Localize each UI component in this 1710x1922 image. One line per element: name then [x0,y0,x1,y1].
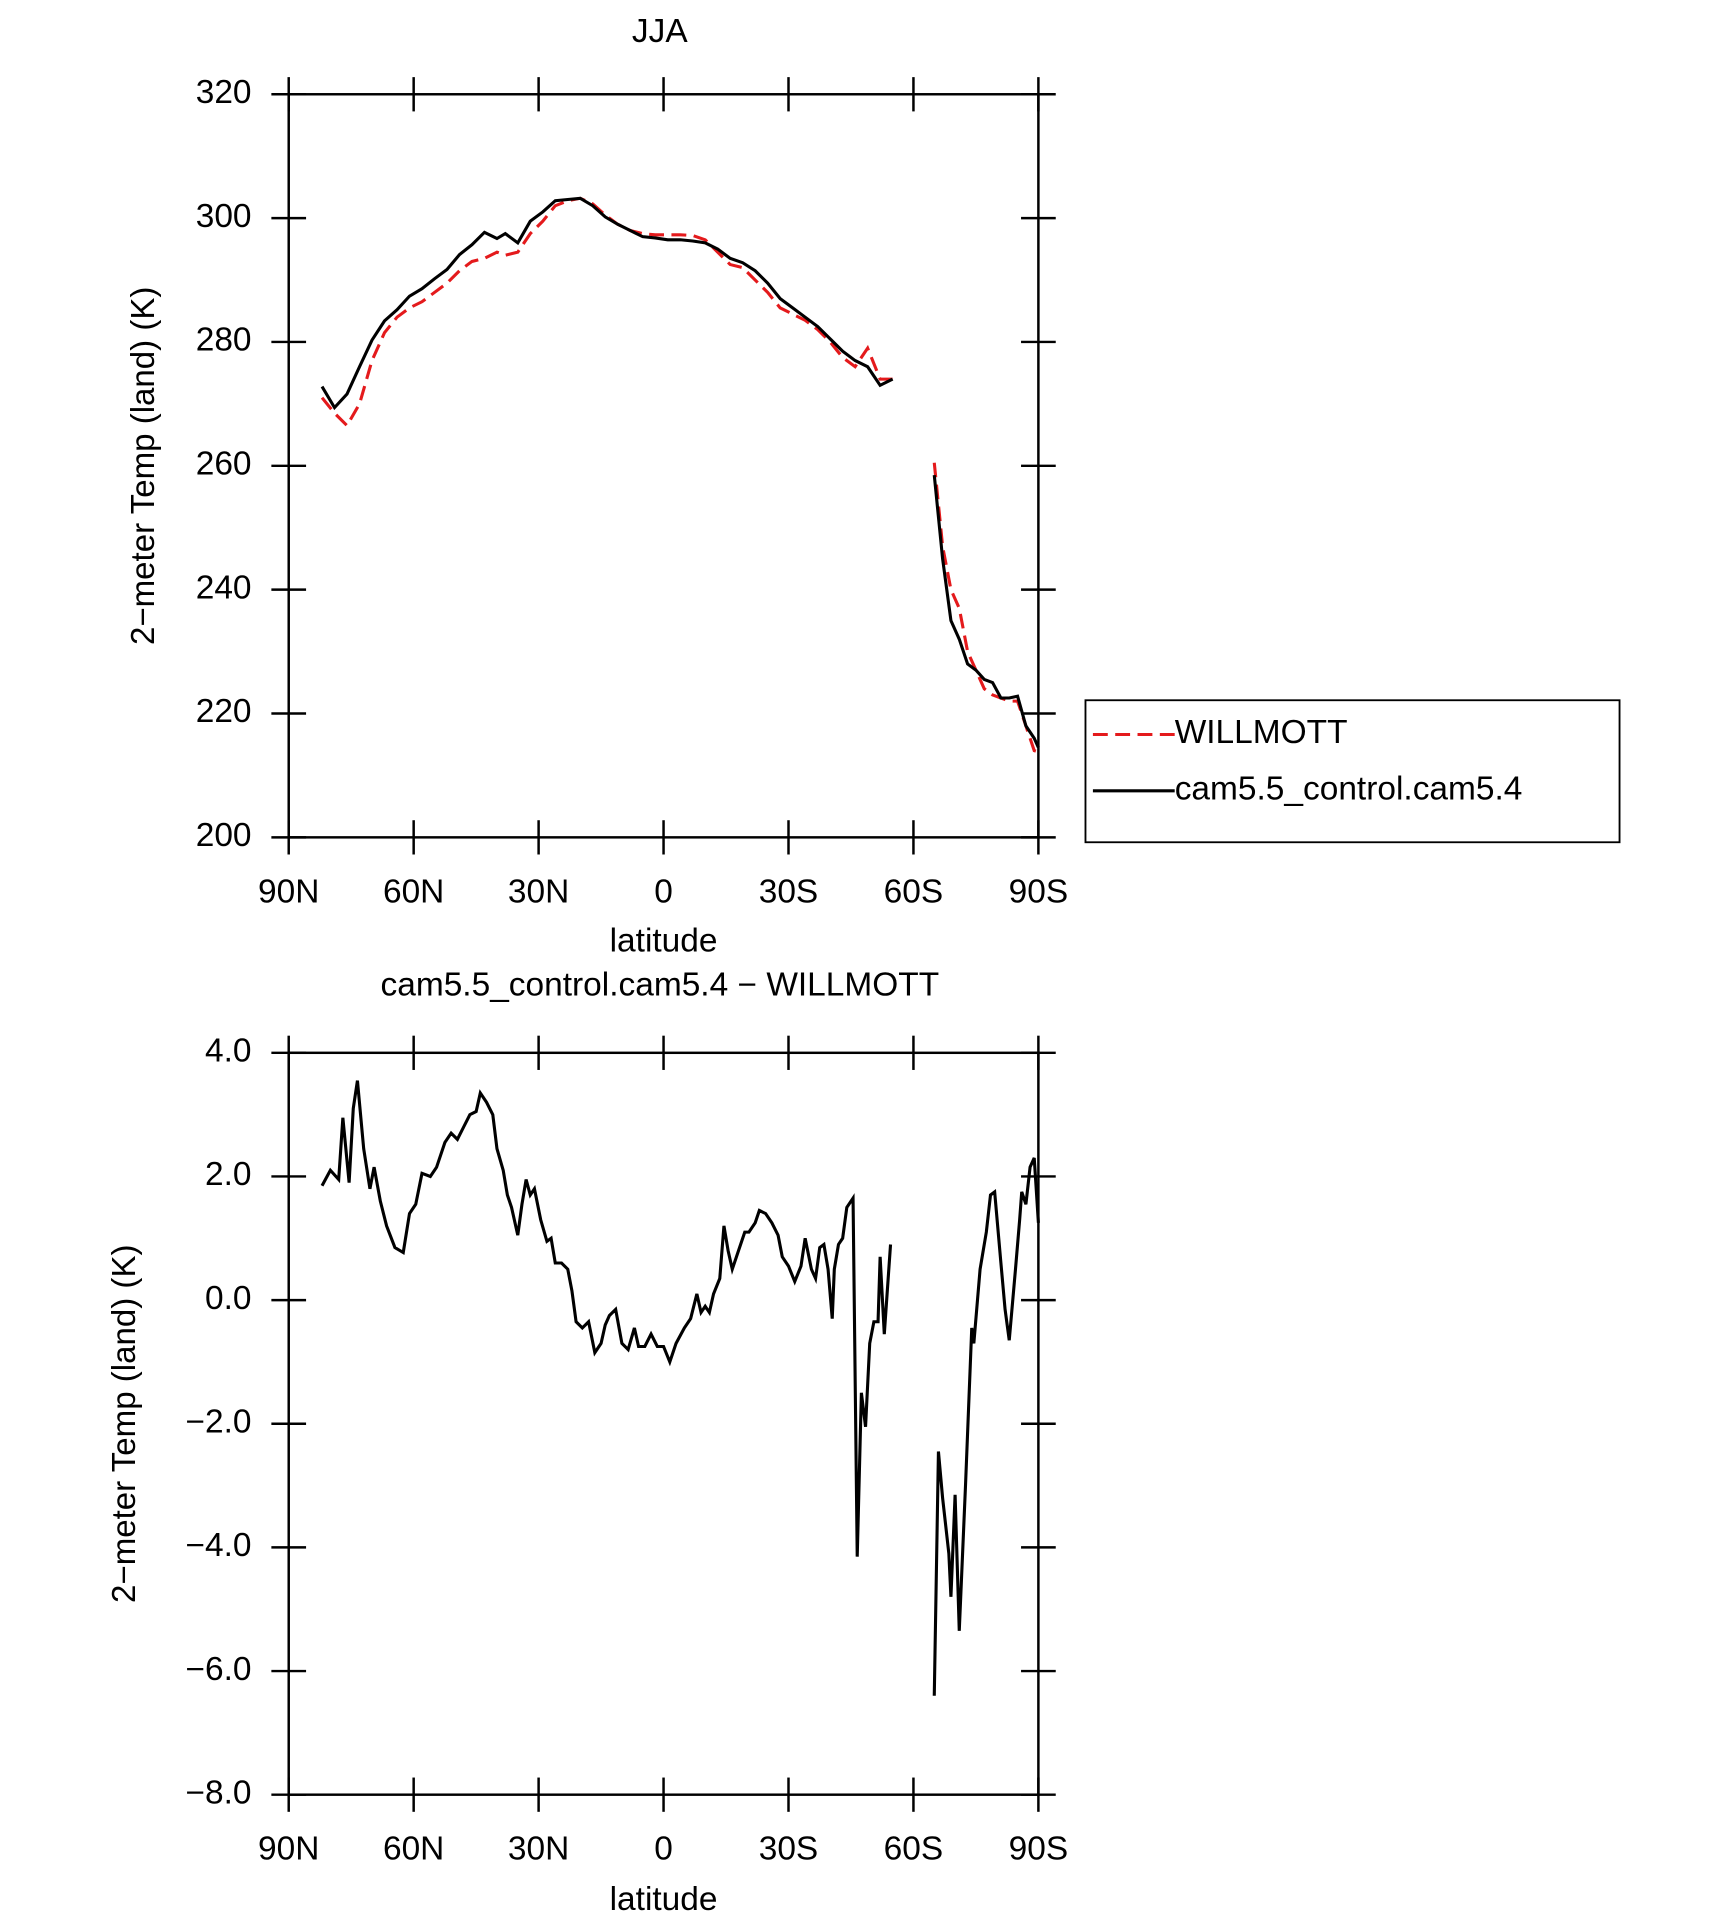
y-tick-label: 2.0 [205,1156,252,1193]
x-tick-label: 90S [1009,1831,1069,1868]
data-line [320,196,1040,749]
x-tick-label: 90N [258,874,319,911]
plot-frame [287,1051,1040,1796]
x-axis-label: latitude [610,923,718,960]
x-tick-label: 60S [884,1831,944,1868]
y-tick-label: 0.0 [205,1280,252,1317]
y-tick-label: 200 [196,817,252,854]
y-tick-label: 4.0 [205,1033,252,1070]
x-tick-label: 0 [654,1831,673,1868]
y-tick-label: 260 [196,446,252,483]
y-tick-label: 220 [196,693,252,730]
x-tick-label: 60S [884,874,944,911]
y-tick-label: −2.0 [186,1404,252,1441]
y-axis-label: 2−meter Temp (land) (K) [106,1245,143,1603]
chart-title: JJA [632,13,689,50]
x-tick-label: 30S [759,874,819,911]
x-tick-label: 60N [383,1831,444,1868]
x-tick-label: 30N [508,1831,569,1868]
y-tick-label: 320 [196,74,252,111]
y-tick-label: −8.0 [186,1775,252,1812]
x-tick-label: 90N [258,1831,319,1868]
y-tick-label: 240 [196,570,252,607]
y-axis-label: 2−meter Temp (land) (K) [125,287,162,645]
legend-box [1084,699,1621,844]
x-tick-label: 30S [759,1831,819,1868]
y-tick-label: 300 [196,198,252,235]
legend-label: WILLMOTT [1175,714,1348,751]
x-axis-label: latitude [610,1881,718,1918]
y-tick-label: 280 [196,322,252,359]
x-tick-label: 30N [508,874,569,911]
x-tick-label: 60N [383,874,444,911]
legend-label: cam5.5_control.cam5.4 [1175,771,1523,808]
data-line [320,1080,1040,1696]
plot-frame [287,93,1040,839]
x-tick-label: 90S [1009,874,1069,911]
chart-title: cam5.5_control.cam5.4 − WILLMOTT [381,967,940,1004]
x-tick-label: 0 [654,874,673,911]
y-tick-label: −6.0 [186,1651,252,1688]
y-tick-label: −4.0 [186,1527,252,1564]
